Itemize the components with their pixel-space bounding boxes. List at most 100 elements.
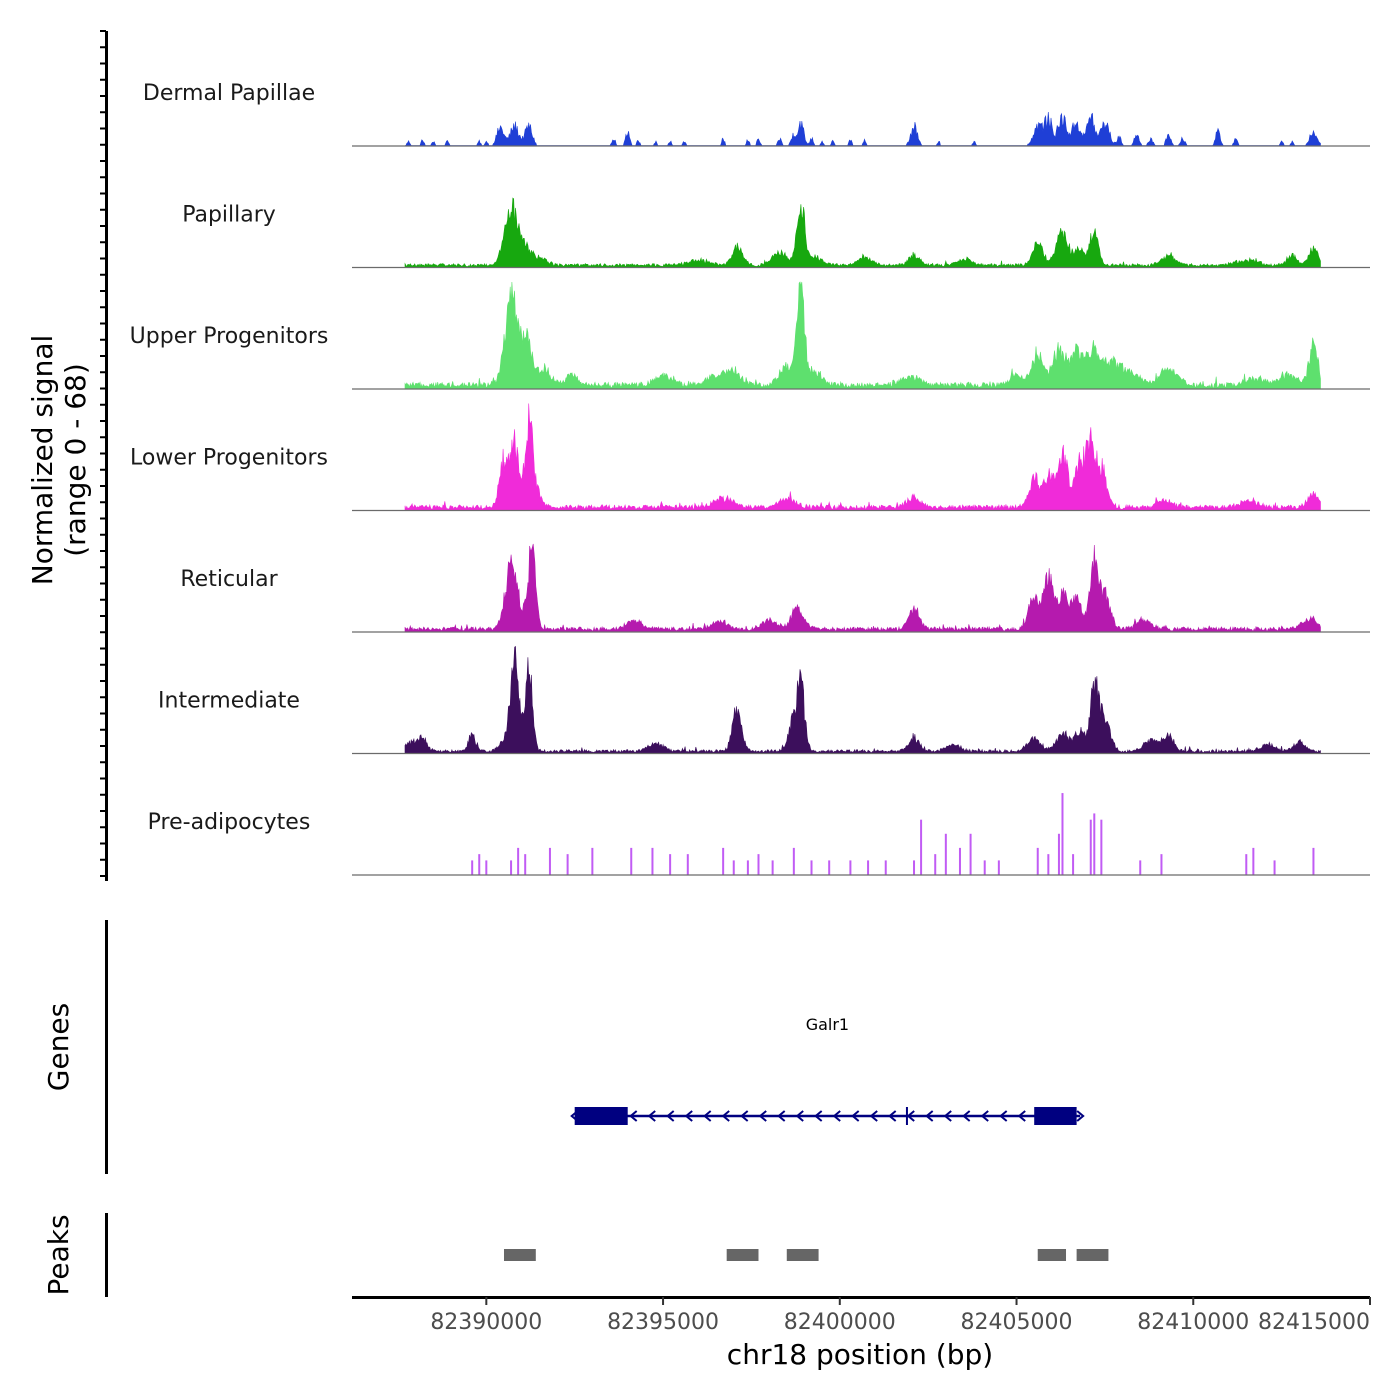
strand-chevron bbox=[758, 1110, 767, 1122]
signal-bar bbox=[591, 847, 594, 875]
signal-track bbox=[352, 281, 1370, 390]
strand-chevron bbox=[962, 1110, 971, 1122]
signal-bar bbox=[517, 847, 520, 875]
strand-chevron bbox=[943, 1110, 952, 1122]
signal-bar bbox=[1100, 819, 1103, 875]
signal-bar bbox=[1061, 793, 1064, 875]
gene-exon bbox=[574, 1107, 628, 1125]
signal-bar bbox=[792, 847, 795, 875]
gene-exon bbox=[1034, 1107, 1077, 1125]
genes-panel-label: Genes bbox=[42, 1003, 75, 1091]
strand-chevron bbox=[869, 1110, 878, 1122]
gene-label: Galr1 bbox=[806, 1015, 849, 1034]
signal-bar bbox=[722, 847, 725, 875]
signal-bar bbox=[913, 860, 916, 875]
track-label: Upper Progenitors bbox=[130, 324, 329, 349]
signal-bar bbox=[548, 847, 551, 875]
strand-chevron bbox=[703, 1110, 712, 1122]
signal-bar bbox=[630, 847, 633, 875]
signal-area bbox=[404, 645, 1321, 754]
strand-chevron bbox=[740, 1110, 749, 1122]
track-label: Pre-adipocytes bbox=[148, 810, 311, 835]
signal-area bbox=[404, 197, 1321, 268]
genes-track: Galr1 bbox=[570, 1015, 1085, 1125]
strand-chevron bbox=[814, 1110, 823, 1122]
y-axis-range-subtitle: (range 0 - 68) bbox=[59, 363, 92, 557]
strand-chevron bbox=[888, 1110, 897, 1122]
strand-chevron bbox=[684, 1110, 693, 1122]
peaks-panel-label: Peaks bbox=[42, 1214, 75, 1295]
signal-bar bbox=[810, 860, 813, 875]
signal-bar bbox=[1160, 854, 1163, 875]
peaks-track bbox=[503, 1249, 1109, 1261]
signal-bar bbox=[732, 860, 735, 875]
signal-area bbox=[404, 403, 1321, 511]
peak-region bbox=[503, 1249, 536, 1261]
signal-bar bbox=[920, 819, 923, 875]
x-axis-ticks: 82390000 82395000 82400000 82405000 82410000… bbox=[430, 1297, 1371, 1335]
strand-chevron bbox=[777, 1110, 786, 1122]
strand-chevron bbox=[795, 1110, 804, 1122]
peak-region bbox=[1076, 1249, 1109, 1261]
signal-tracks bbox=[352, 111, 1370, 876]
signal-bar bbox=[1047, 854, 1050, 875]
signal-bar bbox=[566, 854, 569, 875]
signal-bar bbox=[1093, 813, 1096, 875]
gene-start-cap bbox=[570, 1110, 579, 1122]
signal-bar bbox=[524, 854, 527, 875]
signal-bar bbox=[867, 860, 870, 875]
signal-bar bbox=[1312, 847, 1315, 875]
signal-track bbox=[352, 197, 1370, 269]
signal-bar bbox=[1245, 854, 1248, 875]
strand-chevron bbox=[1017, 1110, 1026, 1122]
signal-bar bbox=[478, 854, 481, 875]
track-label: Reticular bbox=[180, 567, 278, 592]
track-label: Dermal Papillae bbox=[143, 81, 315, 106]
signal-bar bbox=[958, 847, 961, 875]
strand-chevron bbox=[980, 1110, 989, 1122]
signal-area bbox=[404, 281, 1321, 389]
peak-region bbox=[786, 1249, 819, 1261]
strand-chevron bbox=[666, 1110, 675, 1122]
signal-bar bbox=[651, 847, 654, 875]
signal-bar bbox=[944, 833, 947, 875]
peak-region bbox=[726, 1249, 759, 1261]
signal-bar bbox=[757, 854, 760, 875]
signal-bar bbox=[1036, 847, 1039, 875]
strand-chevron bbox=[721, 1110, 730, 1122]
signal-bar bbox=[849, 860, 852, 875]
signal-track bbox=[352, 645, 1370, 755]
strand-chevron bbox=[629, 1110, 638, 1122]
strand-chevron bbox=[647, 1110, 656, 1122]
x-tick-label: 82405000 bbox=[961, 1310, 1073, 1335]
peak-region bbox=[1037, 1249, 1067, 1261]
gene-strand-arrows bbox=[629, 1110, 1045, 1122]
strand-chevron bbox=[832, 1110, 841, 1122]
signal-area bbox=[404, 543, 1321, 633]
signal-bar bbox=[884, 860, 887, 875]
signal-y-axis-ticks bbox=[100, 30, 106, 877]
signal-track bbox=[352, 543, 1370, 633]
signal-bar bbox=[510, 860, 513, 875]
gene-end-cap bbox=[1076, 1110, 1085, 1122]
signal-bar bbox=[969, 833, 972, 875]
signal-area bbox=[405, 111, 1321, 146]
signal-bar bbox=[1072, 854, 1075, 875]
x-axis-title: chr18 position (bp) bbox=[727, 1338, 993, 1371]
signal-track bbox=[352, 793, 1370, 876]
x-tick-label: 82395000 bbox=[607, 1310, 719, 1335]
signal-bar bbox=[746, 860, 749, 875]
signal-bar bbox=[485, 860, 488, 875]
signal-track bbox=[352, 111, 1370, 147]
x-tick-label: 82390000 bbox=[430, 1310, 542, 1335]
signal-bar bbox=[669, 854, 672, 875]
signal-track bbox=[352, 403, 1370, 512]
signal-bar bbox=[1139, 860, 1142, 875]
x-tick-label: 82415000 bbox=[1258, 1310, 1370, 1335]
signal-bar bbox=[1057, 833, 1060, 875]
signal-bar bbox=[471, 860, 474, 875]
x-tick-label: 82410000 bbox=[1137, 1310, 1249, 1335]
track-label: Papillary bbox=[182, 203, 276, 228]
signal-bar bbox=[997, 860, 1000, 875]
